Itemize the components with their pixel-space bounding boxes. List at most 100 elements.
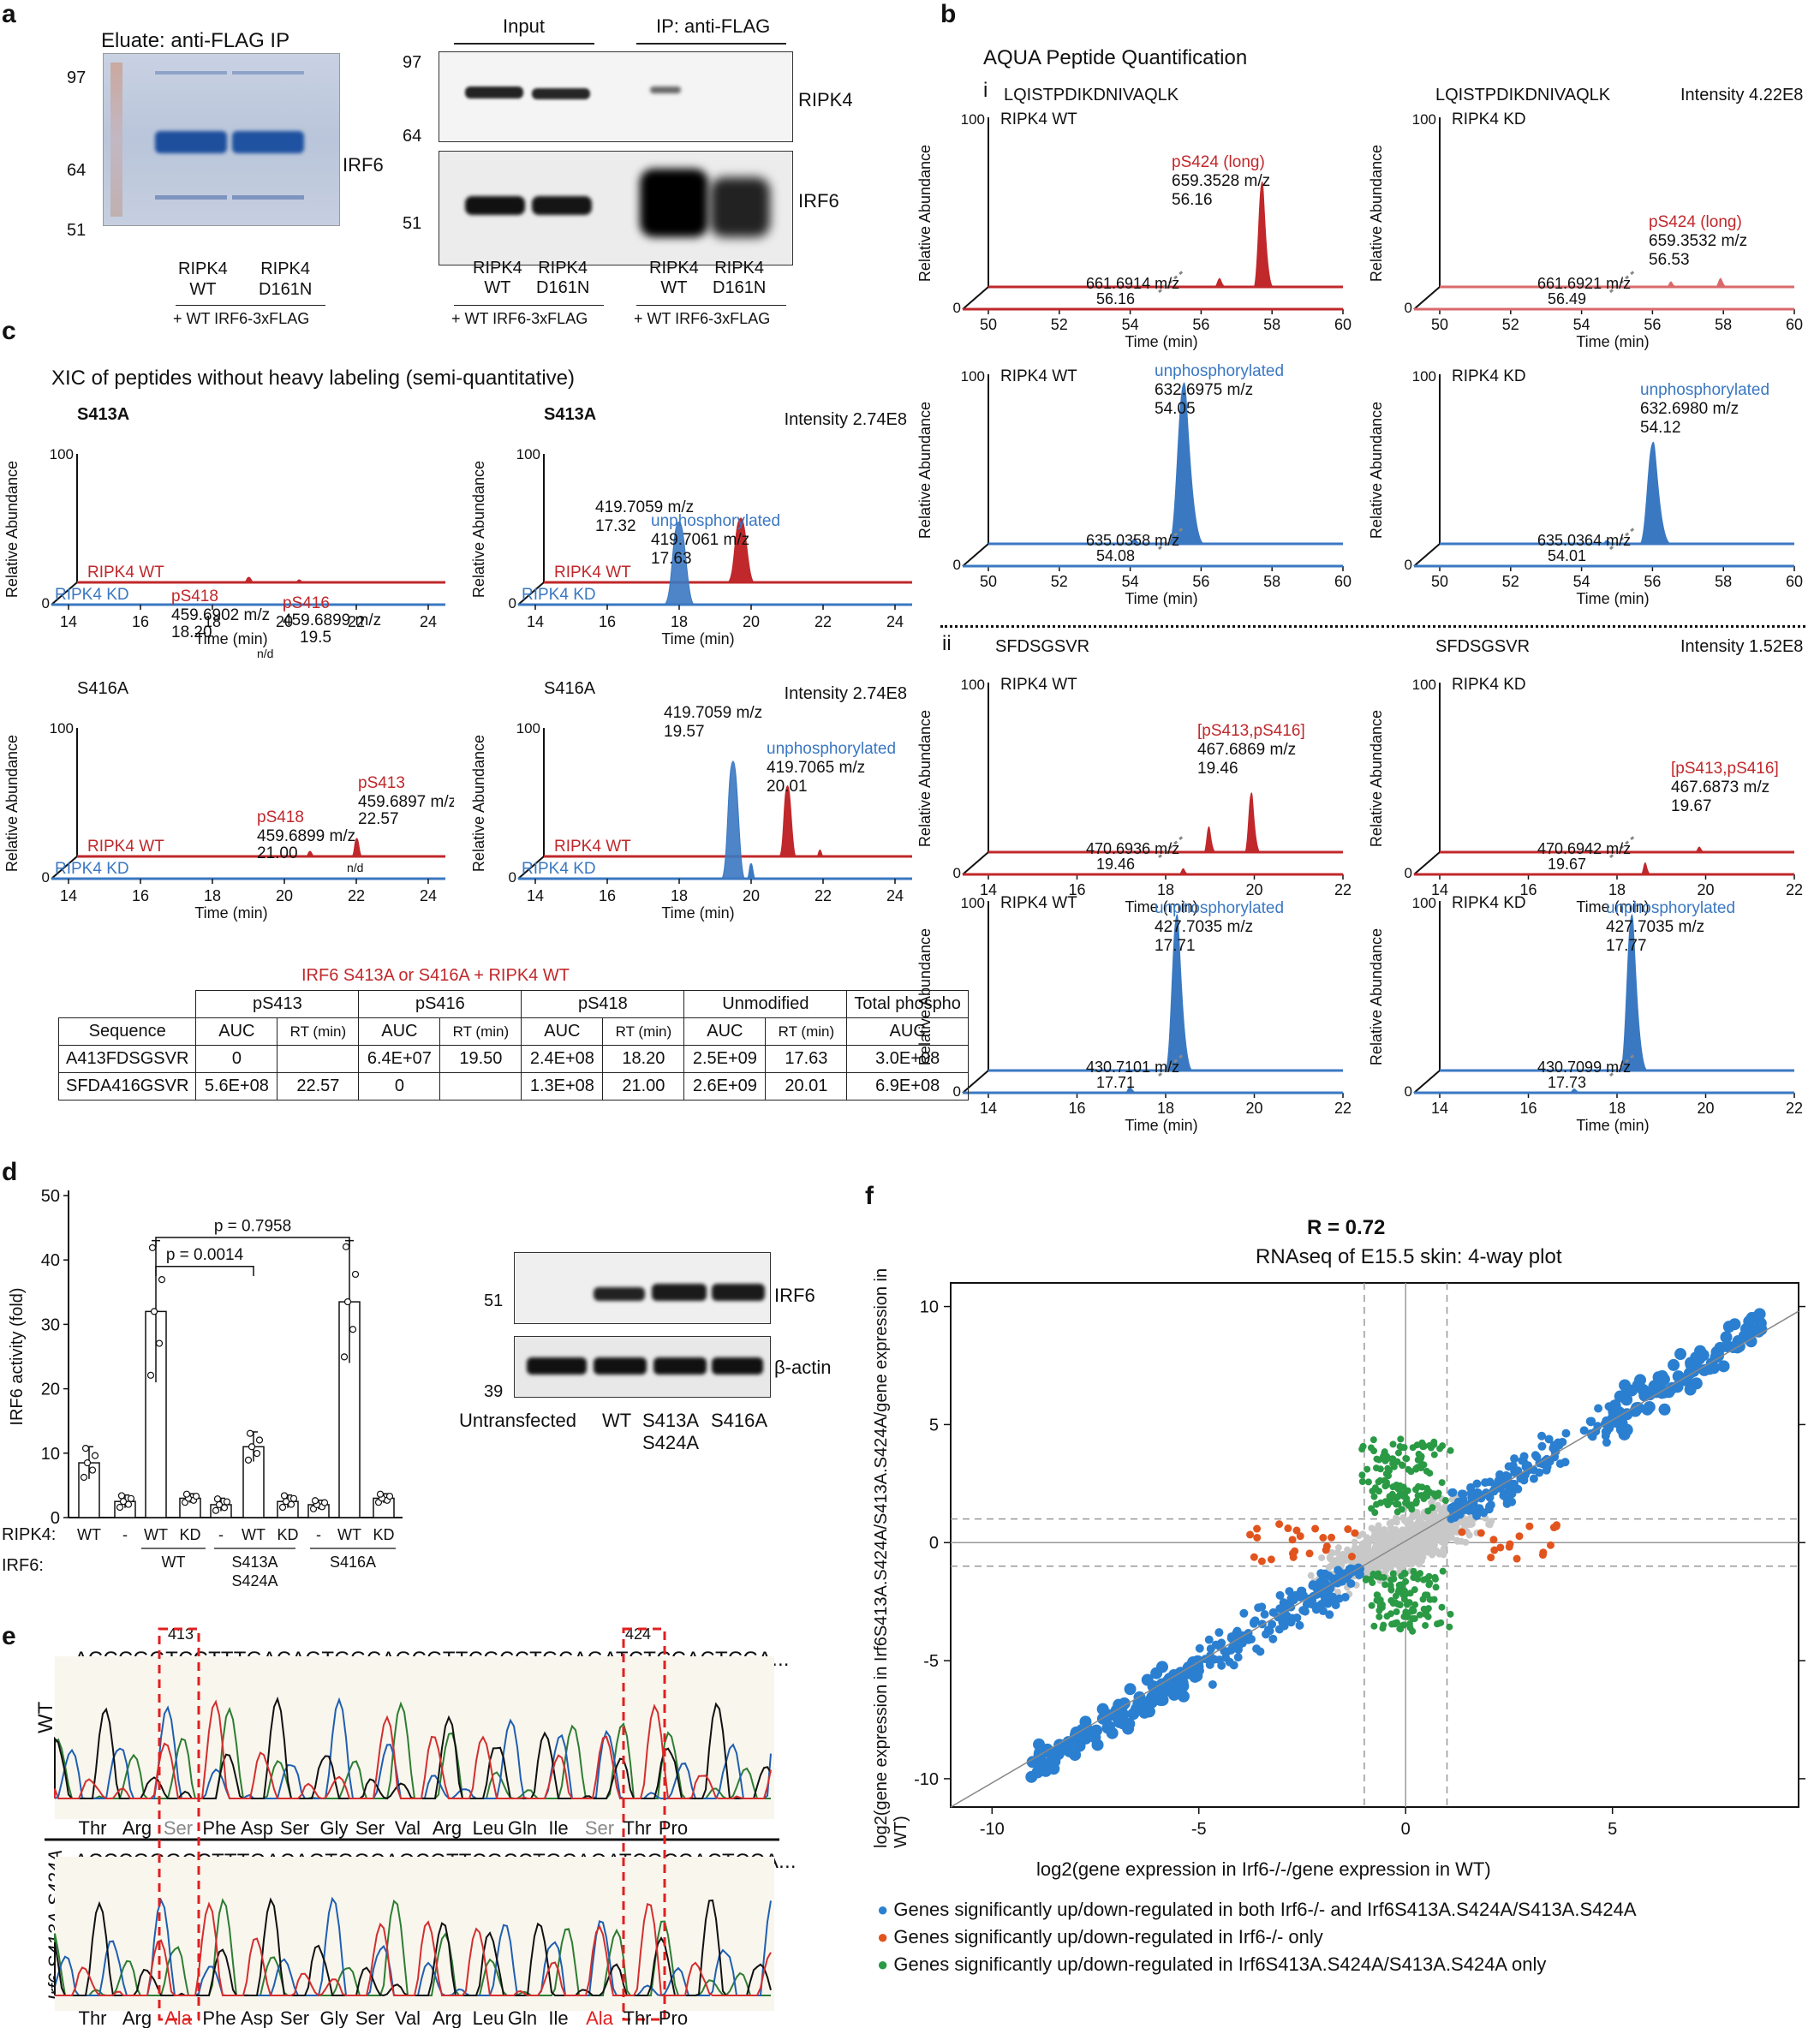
- chrom-peak: [1244, 792, 1262, 853]
- data-point: [119, 1498, 128, 1506]
- y-tick-0: 0: [42, 595, 50, 611]
- d-marker-39: 39: [484, 1382, 504, 1401]
- scatter-point-mut-only: [1436, 1445, 1444, 1452]
- data-point: [158, 1276, 166, 1284]
- x-axis-label: Time (min): [194, 904, 267, 922]
- scatter-point-mut-only: [1407, 1468, 1415, 1476]
- scatter-point-both: [1226, 1633, 1236, 1643]
- scatter-point-both: [1529, 1474, 1538, 1483]
- scatter-point-mut-only: [1397, 1435, 1405, 1443]
- depth-axis: [517, 856, 545, 880]
- scatter-point-ns: [1388, 1518, 1396, 1526]
- ripk4-label: KD: [277, 1526, 298, 1543]
- scatter-point-both: [1096, 1703, 1109, 1715]
- y-tick-0: 0: [953, 865, 961, 881]
- heavy-rt: 56.49: [1548, 290, 1586, 307]
- scatter-point-both: [1464, 1506, 1473, 1515]
- data-point: [150, 1308, 158, 1315]
- scatter-point-both: [1280, 1618, 1290, 1627]
- gel-marker-64: 64: [67, 161, 87, 180]
- scatter-point-ns: [1405, 1516, 1413, 1524]
- scatter-point-ko-only: [1319, 1534, 1328, 1542]
- scatter-point-ko-only: [1246, 1530, 1255, 1539]
- scatter-point-both: [1745, 1311, 1758, 1324]
- scatter-point-both: [1179, 1667, 1191, 1680]
- peak-label: unphosphorylated: [767, 740, 896, 758]
- chrom-peak: [1695, 846, 1705, 853]
- x-tick-label: 14: [980, 1100, 997, 1117]
- x-tick-label: 14: [60, 887, 77, 904]
- sig-bracket: [155, 1237, 350, 1248]
- data-point: [311, 1497, 319, 1505]
- y-tick-100: 100: [961, 111, 985, 128]
- wb-lane-1: RIPK4 WT: [473, 259, 522, 297]
- peak-name: unphosphorylated: [1155, 899, 1284, 917]
- amino-acid: Gln: [508, 2007, 537, 2028]
- scatter-point-ko-only: [1305, 1549, 1314, 1558]
- y-tick-100: 100: [1412, 368, 1436, 385]
- amino-acid: Ser: [355, 2007, 385, 2028]
- scatter-point-ko-only: [1322, 1546, 1330, 1554]
- y-axis-label: Relative Abundance: [1368, 402, 1385, 539]
- scatter-point-mut-only: [1383, 1481, 1391, 1488]
- y-tick-label: 50: [41, 1187, 60, 1206]
- scatter-point-both: [1448, 1488, 1458, 1497]
- auc-table: pS413 pS416 pS418 Unmodified Total phosp…: [57, 990, 969, 1100]
- scatter-point-ns: [1399, 1514, 1407, 1522]
- wb-header-input: Input: [503, 15, 545, 37]
- depth-axis: [1413, 1070, 1441, 1094]
- scatter-point-both: [1090, 1724, 1103, 1737]
- y-axis-label: Relative Abundance: [916, 710, 934, 847]
- x-tick-label: 16: [1519, 881, 1537, 898]
- xic-chromatogram: 100 0 S413A Intensity 2.74E8 Relative Abunda…: [470, 405, 912, 647]
- scatter-point-ko-only: [1549, 1524, 1558, 1532]
- x-tick-label: 20: [743, 887, 760, 904]
- gel-lane-1: RIPK4 WT: [178, 259, 228, 299]
- pairing-line: [1158, 268, 1185, 294]
- peak-label: 419.7065 m/z: [767, 759, 865, 777]
- scatter-point-mut-only: [1420, 1576, 1428, 1584]
- heavy-rt: 19.67: [1548, 856, 1586, 873]
- scatter-point-ko-only: [1292, 1526, 1301, 1535]
- scatter-point-ns: [1413, 1556, 1421, 1564]
- chrom-peak: [1125, 1086, 1137, 1094]
- pairing-line: [1158, 1052, 1185, 1077]
- scatter-point-both: [1308, 1580, 1317, 1590]
- scatter-point-both: [1275, 1604, 1285, 1613]
- scatter-point-mut-only: [1414, 1492, 1422, 1500]
- scatter-point-mut-only: [1417, 1452, 1425, 1460]
- y-tick-label: 30: [41, 1315, 60, 1334]
- scatter-point-mut-only: [1372, 1464, 1380, 1472]
- data-point: [124, 1500, 133, 1508]
- amino-acid: Val: [395, 1817, 421, 1839]
- x-tick-label: 58: [1263, 316, 1280, 333]
- scatter-point-both: [1755, 1323, 1768, 1336]
- scatter-point-both: [1048, 1755, 1061, 1768]
- scatter-point-mut-only: [1375, 1607, 1383, 1614]
- scatter-point-mut-only: [1418, 1483, 1426, 1491]
- scatter-point-ko-only: [1296, 1532, 1304, 1541]
- amino-acid: Gly: [320, 1817, 349, 1839]
- peak-name: unphosphorylated: [1155, 362, 1284, 380]
- scatter-point-both: [1117, 1708, 1130, 1721]
- scatter-point-ns: [1465, 1531, 1473, 1539]
- chrom-peak: [243, 576, 254, 583]
- x-tick-label: 56: [1644, 316, 1661, 333]
- scatter-point-both: [1587, 1417, 1596, 1426]
- scatter-point-both: [1143, 1705, 1155, 1718]
- wb-footer-1: + WT IRF6-3xFLAG: [451, 310, 588, 327]
- scatter-point-ns: [1366, 1536, 1374, 1543]
- x-tick-label: 18: [1157, 1100, 1174, 1117]
- scatter-point-both: [1631, 1402, 1644, 1415]
- data-point: [192, 1492, 200, 1500]
- peak-mz: 427.7035 m/z: [1155, 918, 1253, 936]
- data-point: [351, 1270, 360, 1279]
- data-point: [255, 1436, 264, 1444]
- section-ii: ii: [942, 632, 952, 655]
- irf6-group-label: S424A: [231, 1572, 277, 1590]
- scatter-point-mut-only: [1403, 1601, 1411, 1608]
- scatter-point-both: [1561, 1429, 1571, 1438]
- x-tick-label: 14: [1431, 1100, 1448, 1117]
- scatter-point-ns: [1334, 1589, 1342, 1596]
